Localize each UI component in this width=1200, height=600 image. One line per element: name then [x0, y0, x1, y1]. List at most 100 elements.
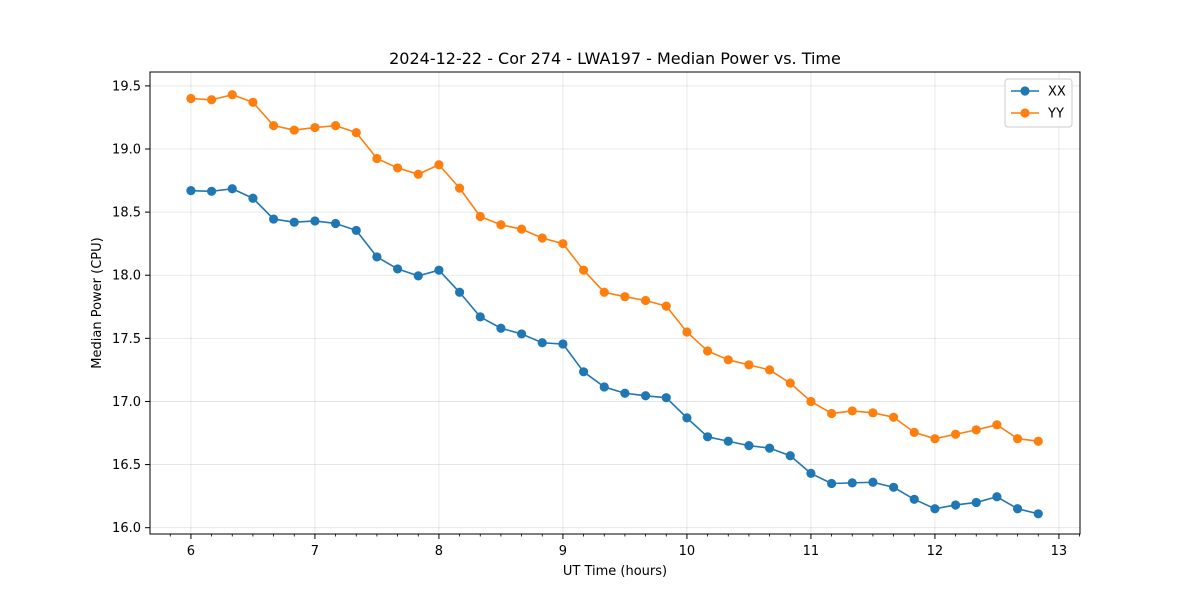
x-tick-label: 12 — [927, 544, 944, 559]
legend-label: XX — [1048, 85, 1066, 100]
grid — [150, 72, 1080, 534]
data-point-xx — [909, 494, 919, 504]
data-point-xx — [950, 500, 961, 510]
data-point-yy — [785, 378, 795, 388]
data-point-yy — [744, 360, 754, 370]
data-point-xx — [268, 214, 279, 224]
legend-label: YY — [1047, 107, 1064, 122]
data-point-xx — [785, 451, 795, 461]
y-tick-label: 17.5 — [112, 332, 141, 347]
data-point-xx — [992, 492, 1002, 502]
data-point-yy — [950, 429, 961, 439]
data-point-yy — [330, 121, 341, 131]
plot-area-frame — [149, 71, 1081, 535]
data-point-xx — [392, 264, 403, 274]
x-axis-label: UT Time (hours) — [563, 564, 667, 579]
data-point-yy — [930, 434, 940, 444]
data-point-yy — [206, 95, 217, 105]
data-point-xx — [475, 312, 485, 322]
data-point-xx — [1012, 504, 1023, 514]
data-point-xx — [1033, 509, 1043, 519]
data-point-xx — [310, 216, 320, 226]
data-point-yy — [496, 220, 506, 230]
data-point-xx — [516, 329, 527, 339]
data-point-xx — [764, 443, 775, 453]
data-point-yy — [909, 427, 919, 437]
data-point-xx — [372, 252, 382, 262]
data-point-yy — [248, 97, 258, 107]
data-point-yy — [723, 355, 733, 365]
data-point-xx — [413, 271, 423, 281]
data-point-xx — [558, 339, 568, 349]
data-point-xx — [330, 218, 341, 229]
data-point-yy — [578, 265, 589, 275]
data-point-yy — [268, 121, 279, 131]
data-point-xx — [888, 482, 899, 492]
data-point-yy — [434, 160, 444, 170]
x-tick-label: 13 — [1051, 544, 1068, 559]
legend-marker — [1020, 86, 1030, 96]
data-point-yy — [227, 90, 237, 100]
data-point-xx — [744, 441, 754, 451]
data-point-xx — [847, 478, 857, 488]
data-point-yy — [661, 301, 671, 311]
data-point-xx — [599, 382, 609, 392]
data-point-yy — [620, 292, 630, 302]
data-point-yy — [558, 239, 568, 249]
chart-title: 2024-12-22 - Cor 274 - LWA197 - Median P… — [389, 49, 841, 68]
x-tick-label: 10 — [679, 544, 696, 559]
y-axis-label: Median Power (CPU) — [90, 237, 105, 368]
data-point-xx — [971, 497, 981, 508]
data-point-yy — [516, 224, 527, 234]
data-point-yy — [764, 365, 775, 375]
series-xx — [186, 184, 1043, 519]
series-yy — [186, 90, 1043, 446]
data-point-yy — [186, 93, 196, 104]
data-point-xx — [454, 287, 465, 297]
data-point-xx — [930, 504, 940, 514]
data-point-yy — [351, 127, 361, 138]
data-point-yy — [682, 327, 692, 337]
x-tick-label: 8 — [435, 544, 443, 559]
data-point-xx — [248, 193, 258, 203]
data-point-xx — [661, 393, 671, 403]
x-tick-label: 7 — [311, 544, 319, 559]
data-point-xx — [227, 184, 237, 194]
data-point-xx — [723, 436, 733, 446]
data-point-yy — [392, 163, 403, 173]
data-point-yy — [289, 125, 299, 135]
y-tick-label: 17.0 — [112, 395, 141, 410]
x-tick-label: 6 — [187, 544, 195, 559]
legend-item-xx: XX — [1011, 85, 1066, 100]
data-point-xx — [826, 478, 837, 489]
y-tick-label: 18.0 — [112, 269, 141, 284]
data-point-yy — [847, 406, 857, 416]
data-point-yy — [372, 153, 382, 164]
data-point-yy — [1012, 434, 1023, 444]
data-point-xx — [702, 432, 713, 442]
data-point-yy — [537, 233, 547, 243]
data-point-yy — [413, 169, 423, 179]
data-point-yy — [1033, 436, 1043, 446]
x-tick-label: 9 — [559, 544, 567, 559]
data-point-xx — [206, 186, 217, 196]
data-point-yy — [702, 346, 713, 356]
data-point-xx — [186, 186, 196, 196]
legend-marker — [1020, 108, 1030, 118]
data-point-xx — [682, 413, 692, 423]
legend-item-yy: YY — [1011, 107, 1064, 122]
data-point-xx — [578, 367, 589, 377]
data-point-xx — [620, 388, 630, 398]
data-point-yy — [992, 420, 1002, 430]
x-tick-label: 11 — [803, 544, 820, 559]
legend: XX YY — [1004, 78, 1073, 128]
data-point-yy — [868, 408, 878, 418]
data-point-yy — [599, 287, 609, 297]
series-group — [186, 90, 1043, 519]
data-point-xx — [289, 217, 299, 227]
data-point-xx — [537, 338, 547, 348]
y-tick-label: 16.0 — [112, 521, 141, 536]
data-point-yy — [454, 183, 465, 193]
